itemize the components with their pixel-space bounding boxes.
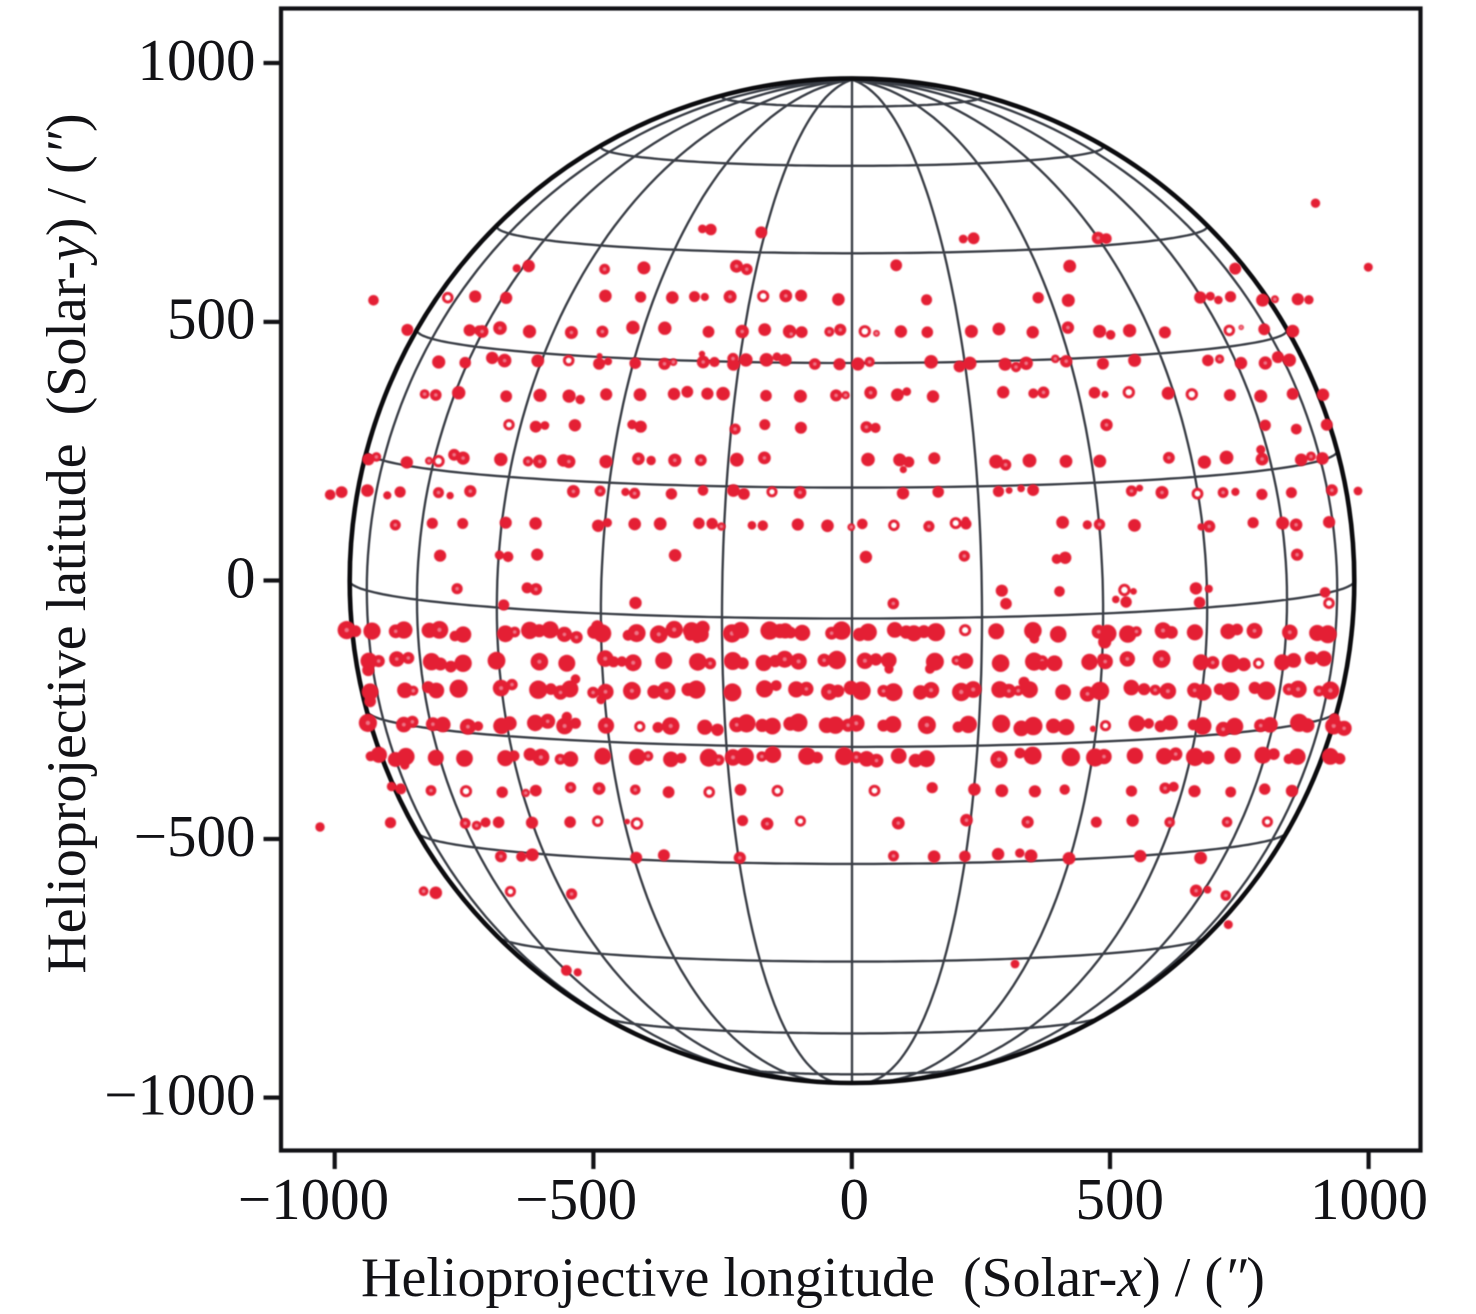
svg-text:−1000: −1000 [238, 1166, 389, 1232]
svg-text:0: 0 [839, 1166, 869, 1232]
svg-text:Helioprojective longitude (So: Helioprojective longitude (Solar-x) / (″… [361, 1247, 1265, 1309]
svg-text:500: 500 [167, 286, 256, 352]
svg-text:0: 0 [226, 544, 256, 610]
svg-text:−500: −500 [134, 803, 256, 869]
svg-text:−1000: −1000 [104, 1061, 255, 1127]
svg-text:1000: 1000 [138, 27, 256, 93]
svg-text:1000: 1000 [1310, 1166, 1428, 1232]
svg-text:−500: −500 [515, 1166, 637, 1232]
svg-text:Helioprojective latitude (Sol: Helioprojective latitude (Solar-y) / (″) [36, 113, 98, 973]
svg-text:500: 500 [1075, 1166, 1164, 1232]
